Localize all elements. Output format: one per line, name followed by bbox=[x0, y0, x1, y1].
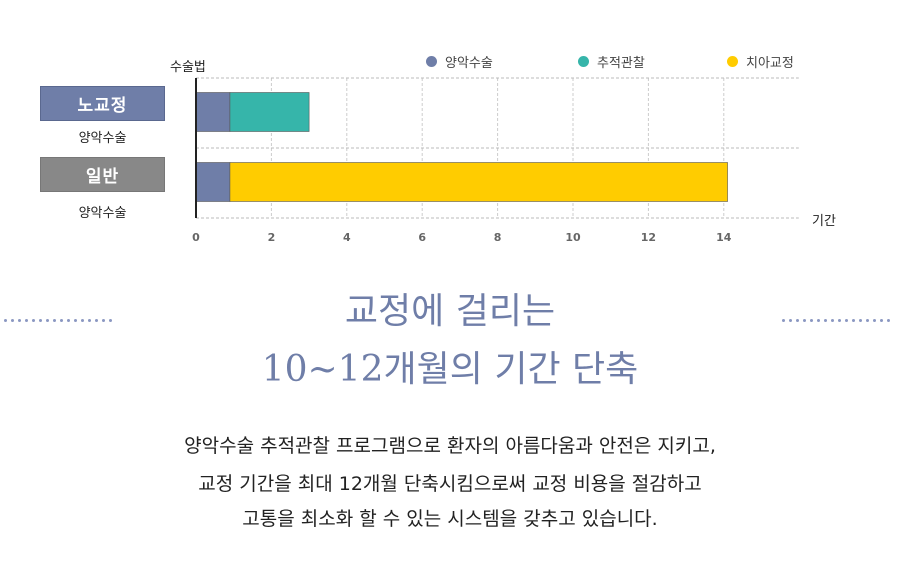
legend-dot-observation bbox=[578, 56, 589, 67]
x-tick-label-12: 12 bbox=[641, 231, 656, 244]
legend-dot-surgery bbox=[426, 56, 437, 67]
legend-dot-orthodontics bbox=[727, 56, 738, 67]
legend-label-orthodontics: 치아교정 bbox=[746, 56, 794, 71]
dotted-divider-left bbox=[4, 307, 116, 322]
heading-line-2: 10~12개월의 기간 단축 bbox=[261, 349, 639, 390]
x-tick-label-2: 2 bbox=[268, 231, 276, 244]
bar-1-2 bbox=[229, 162, 728, 202]
x-tick-label-4: 4 bbox=[343, 231, 351, 244]
x-tick-label-6: 6 bbox=[418, 231, 426, 244]
legend-item-observation: 추적관찰 bbox=[578, 52, 645, 71]
x-tick-label-8: 8 bbox=[494, 231, 502, 244]
x-tick-label-14: 14 bbox=[716, 231, 732, 244]
body-line-3: 고통을 최소화 할 수 있는 시스템을 갖추고 있습니다. bbox=[242, 508, 658, 530]
y-axis-label: 수술법 bbox=[170, 60, 206, 75]
category-sublabel-no-ortho: 양악수술 bbox=[78, 131, 127, 146]
body-line-2: 교정 기간을 최대 12개월 단축시킴으로써 교정 비용을 절감하고 bbox=[198, 473, 702, 495]
legend-label-observation: 추적관찰 bbox=[597, 56, 645, 71]
dotted-divider-right bbox=[782, 307, 894, 322]
bar-0-0 bbox=[195, 92, 231, 132]
x-tick-label-10: 10 bbox=[565, 231, 581, 244]
body-line-1: 양악수술 추적관찰 프로그램으로 환자의 아름다움과 안전은 지키고, bbox=[184, 435, 716, 457]
category-badge-general: 일반 bbox=[40, 157, 165, 192]
x-axis-label: 기간 bbox=[812, 214, 836, 229]
stacked-bar-chart: 0 2 4 6 8 10 12 14 bbox=[192, 77, 799, 244]
category-badge-no-ortho: 노교정 bbox=[40, 86, 165, 121]
heading-line-1: 교정에 걸리는 bbox=[344, 291, 556, 332]
bar-1-0 bbox=[195, 162, 231, 202]
category-sublabel-general: 양악수술 bbox=[78, 206, 127, 221]
legend-item-surgery: 양악수술 bbox=[426, 52, 493, 71]
bar-0-1 bbox=[229, 92, 310, 132]
legend-item-orthodontics: 치아교정 bbox=[727, 52, 794, 71]
legend-label-surgery: 양악수술 bbox=[445, 56, 493, 71]
x-tick-label-0: 0 bbox=[192, 231, 200, 244]
